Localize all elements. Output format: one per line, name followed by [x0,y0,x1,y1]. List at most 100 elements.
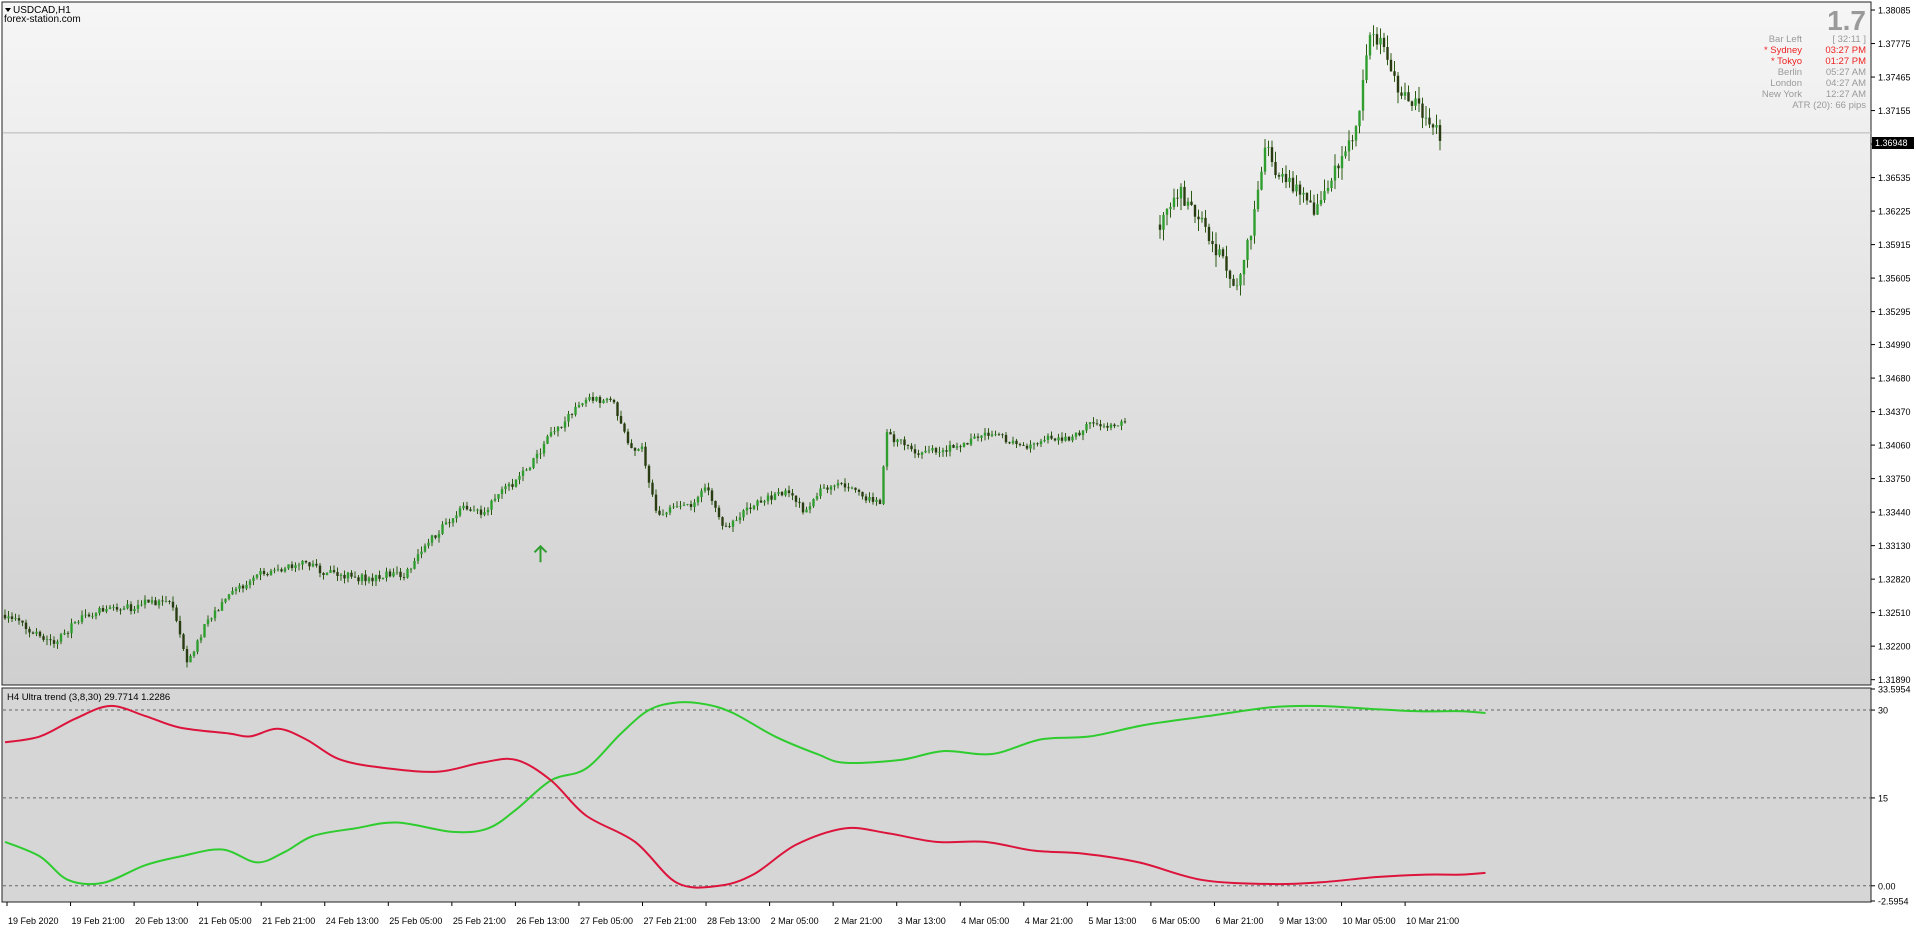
candle-body [1270,147,1274,163]
candle-body [1228,270,1232,279]
candle-body [710,490,714,501]
triangle-down-icon[interactable] [5,8,11,12]
candle-body [1067,436,1071,441]
candle-body [1029,444,1032,449]
info-big-value: 1.7 [1827,5,1866,36]
candle-body [574,406,577,415]
candle-body [91,616,94,617]
candle-body [1344,151,1347,157]
candle-body [434,535,437,538]
candle-body [581,403,584,406]
candle-body [801,502,805,513]
candle-body [224,598,227,603]
atr-label: ATR (20): 66 pips [1792,100,1866,111]
candle-body [210,618,213,620]
time-tick-label: 19 Feb 2020 [8,916,59,926]
candle-body [955,446,959,448]
candle-body [353,576,357,578]
candle-body [325,572,329,575]
candle-body [1025,445,1029,449]
candle-body [987,432,990,436]
candle-body [175,607,178,621]
indicator-panel [1,687,1872,903]
candle-body [168,601,171,602]
candle-body [248,581,252,585]
candle-body [598,396,602,404]
candle-body [1095,423,1099,425]
candle-body [350,572,353,577]
time-tick-label: 10 Mar 21:00 [1406,916,1459,926]
candle-body [140,604,143,606]
candle-body [910,445,913,450]
candle-body [962,443,966,447]
session-label: Berlin [1778,67,1802,78]
candle-body [1368,35,1372,56]
candle-body [948,444,952,452]
candle-body [500,489,504,495]
candle-body [143,599,147,605]
candle-body [1361,79,1365,111]
session-label: * Tokyo [1771,56,1802,67]
time-tick-label: 5 Mar 13:00 [1088,916,1136,926]
candle-body [318,565,322,574]
candle-body [675,506,679,507]
candle-body [518,475,521,480]
candle-body [1193,204,1197,217]
candle-body [1214,244,1218,256]
candle-body [59,634,63,642]
symbol-label: USDCAD,H1 [13,5,71,16]
candle-body [336,572,339,576]
candle-body [1043,439,1046,442]
candle-body [469,509,472,511]
candle-body [1431,124,1435,128]
candle-body [374,575,378,582]
candle-body [808,506,812,510]
candle-body [658,510,661,515]
candle-body [584,399,588,404]
candle-body [182,634,185,650]
price-tick-label: 1.35605 [1878,274,1911,284]
candle-body [864,496,868,501]
candle-body [1085,424,1088,431]
candle-body [147,599,150,603]
candle-body [329,570,332,573]
candle-body [472,510,476,512]
time-tick-label: 25 Feb 21:00 [453,916,506,926]
candle-body [1176,197,1179,199]
candle-body [780,492,784,496]
candle-body [1211,240,1214,245]
candle-body [203,624,206,638]
candle-body [812,499,815,507]
candle-body [262,570,266,575]
candle-body [94,613,98,617]
candle-body [906,445,910,446]
candle-body [1197,216,1200,220]
candle-body [371,577,374,582]
candle-body [633,448,637,451]
candle-body [742,510,745,518]
candle-body [1008,442,1011,444]
candle-body [882,466,885,505]
candle-body [245,584,248,589]
price-tick-label: 1.36535 [1878,173,1911,183]
session-time: 03:27 PM [1825,45,1866,56]
candle-body [392,572,395,577]
candle-body [1435,125,1438,128]
indicator-lines [4,701,1486,889]
candle-body [892,434,896,443]
candle-body [423,545,427,552]
candle-body [206,619,210,625]
candle-body [1092,422,1095,424]
candle-body [10,616,14,619]
candle-body [973,436,976,439]
candle-body [70,623,73,634]
candle-body [273,569,276,571]
candle-body [3,614,7,619]
candle-body [1323,191,1326,201]
candle-body [752,505,756,509]
candle-body [161,600,164,602]
candle-body [38,631,42,637]
candle-body [98,608,101,614]
time-tick-label: 19 Feb 21:00 [72,916,125,926]
